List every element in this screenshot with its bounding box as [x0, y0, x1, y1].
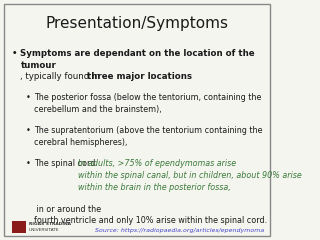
- Text: , typically found in: , typically found in: [20, 72, 103, 81]
- Text: •: •: [26, 93, 31, 102]
- Text: •: •: [26, 126, 31, 135]
- FancyBboxPatch shape: [4, 4, 270, 236]
- Text: The spinal cord: The spinal cord: [34, 159, 98, 168]
- Text: UNIVERSITATE: UNIVERSITATE: [28, 228, 59, 232]
- Text: Symptoms are dependant on the location of the
tumour: Symptoms are dependant on the location o…: [20, 49, 255, 70]
- Text: The posterior fossa (below the tentorium, containing the
cerebellum and the brai: The posterior fossa (below the tentorium…: [34, 93, 261, 114]
- Text: Presentation/Symptoms: Presentation/Symptoms: [45, 16, 228, 31]
- FancyBboxPatch shape: [12, 221, 26, 233]
- Text: RIGAS STRADINA: RIGAS STRADINA: [28, 222, 70, 227]
- Text: three major locations: three major locations: [87, 72, 192, 81]
- Text: •: •: [26, 159, 31, 168]
- Text: In adults, >75% of ependymomas arise
within the spinal canal, but in children, a: In adults, >75% of ependymomas arise wit…: [78, 159, 302, 192]
- Text: •: •: [12, 49, 18, 58]
- Text: The supratentorium (above the tentorium containing the
cerebral hemispheres),: The supratentorium (above the tentorium …: [34, 126, 262, 147]
- Text: Source: https://radiopaedia.org/articles/ependymoma: Source: https://radiopaedia.org/articles…: [95, 228, 265, 233]
- Text: in or around the
fourth ventricle and only 10% arise within the spinal cord.: in or around the fourth ventricle and on…: [34, 205, 267, 226]
- Text: :: :: [150, 72, 153, 81]
